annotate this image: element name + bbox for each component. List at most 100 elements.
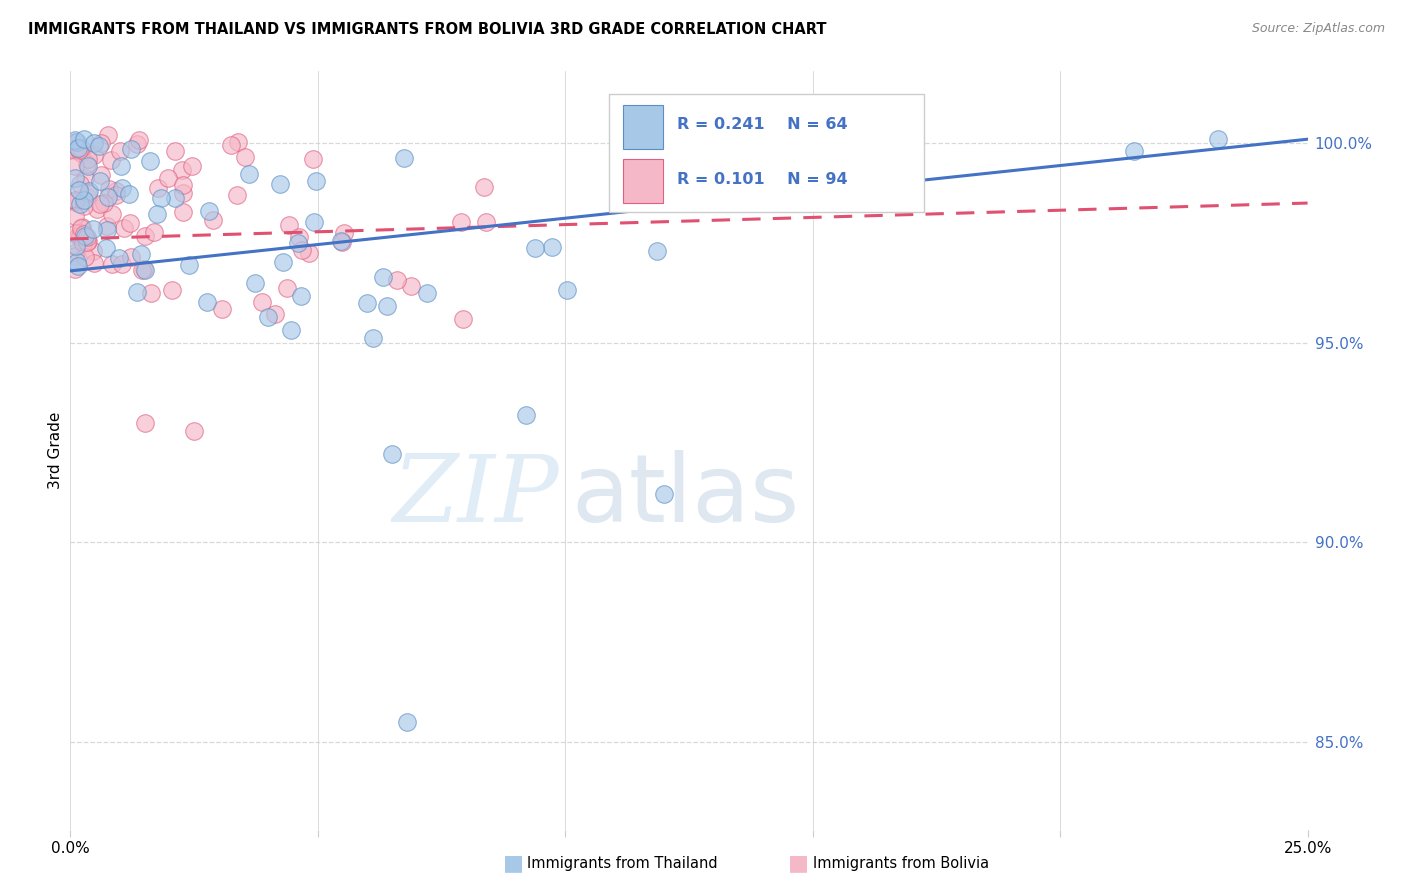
- Point: [451, 312, 474, 326]
- Point: [96, 241, 118, 255]
- Point: [83, 147, 105, 161]
- Point: [67, 228, 90, 243]
- Point: [86, 202, 108, 217]
- Point: [183, 424, 205, 438]
- Point: [67, 140, 90, 154]
- Point: [157, 171, 180, 186]
- Point: [73, 228, 96, 243]
- Point: [65, 193, 87, 207]
- Text: IMMIGRANTS FROM THAILAND VS IMMIGRANTS FROM BOLIVIA 3RD GRADE CORRELATION CHART: IMMIGRANTS FROM THAILAND VS IMMIGRANTS F…: [28, 22, 827, 37]
- Point: [333, 226, 356, 240]
- Point: [450, 215, 472, 229]
- Bar: [623, 159, 664, 202]
- Point: [82, 221, 104, 235]
- Text: ZIP: ZIP: [392, 451, 560, 541]
- Point: [134, 261, 156, 276]
- Point: [290, 289, 312, 303]
- Point: [65, 133, 87, 147]
- Point: [65, 135, 87, 149]
- Point: [472, 180, 495, 194]
- Point: [76, 235, 98, 249]
- Point: [108, 144, 131, 158]
- Point: [83, 256, 105, 270]
- Point: [172, 178, 194, 193]
- Point: [395, 714, 418, 729]
- Point: [134, 416, 156, 430]
- Point: [555, 284, 578, 298]
- Point: [356, 296, 378, 310]
- Point: [146, 181, 169, 195]
- Point: [111, 181, 134, 195]
- Point: [1123, 144, 1146, 158]
- Point: [65, 171, 87, 186]
- Point: [373, 270, 395, 285]
- Point: [65, 245, 87, 260]
- Point: [198, 204, 221, 219]
- Point: [269, 178, 291, 192]
- Point: [65, 239, 87, 253]
- Point: [105, 184, 128, 198]
- Point: [77, 234, 100, 248]
- Point: [150, 191, 173, 205]
- Point: [65, 262, 87, 277]
- Point: [399, 279, 422, 293]
- Y-axis label: 3rd Grade: 3rd Grade: [48, 412, 63, 489]
- Point: [70, 140, 93, 154]
- Point: [73, 132, 96, 146]
- Text: R = 0.241    N = 64: R = 0.241 N = 64: [676, 117, 848, 132]
- Point: [117, 187, 139, 202]
- Point: [257, 310, 280, 324]
- Point: [361, 331, 384, 345]
- Point: [165, 144, 187, 158]
- Point: [73, 198, 96, 212]
- Point: [302, 215, 325, 229]
- Point: [97, 128, 120, 143]
- Point: [225, 188, 247, 202]
- Text: Source: ZipAtlas.com: Source: ZipAtlas.com: [1251, 22, 1385, 36]
- Point: [70, 219, 93, 234]
- Point: [243, 277, 266, 291]
- Point: [375, 299, 398, 313]
- Point: [219, 138, 242, 153]
- Point: [70, 221, 93, 235]
- Point: [381, 447, 404, 461]
- Point: [523, 241, 546, 255]
- Point: [111, 257, 134, 271]
- Point: [73, 250, 96, 264]
- Point: [90, 136, 112, 150]
- Point: [264, 307, 287, 321]
- Point: [162, 283, 184, 297]
- Point: [139, 154, 162, 169]
- Text: Immigrants from Thailand: Immigrants from Thailand: [527, 856, 718, 871]
- Point: [233, 150, 256, 164]
- Text: R = 0.101    N = 94: R = 0.101 N = 94: [676, 171, 848, 186]
- Point: [66, 255, 89, 269]
- Point: [250, 295, 273, 310]
- Point: [645, 244, 668, 258]
- Point: [110, 159, 132, 173]
- Point: [97, 190, 120, 204]
- Point: [416, 285, 439, 300]
- Point: [73, 227, 96, 241]
- Point: [96, 219, 118, 233]
- Point: [127, 285, 149, 300]
- Point: [120, 250, 142, 264]
- Point: [65, 195, 87, 210]
- Point: [65, 209, 87, 223]
- Point: [172, 205, 194, 219]
- Point: [181, 159, 204, 173]
- Point: [515, 408, 537, 422]
- Point: [127, 136, 149, 151]
- Point: [73, 194, 96, 208]
- Point: [330, 235, 353, 250]
- Point: [291, 243, 314, 257]
- Point: [76, 157, 98, 171]
- Point: [120, 143, 142, 157]
- Point: [540, 240, 562, 254]
- Point: [83, 136, 105, 151]
- Point: [98, 182, 121, 196]
- Point: [100, 207, 122, 221]
- Point: [90, 168, 112, 182]
- Point: [141, 286, 163, 301]
- Point: [72, 236, 94, 251]
